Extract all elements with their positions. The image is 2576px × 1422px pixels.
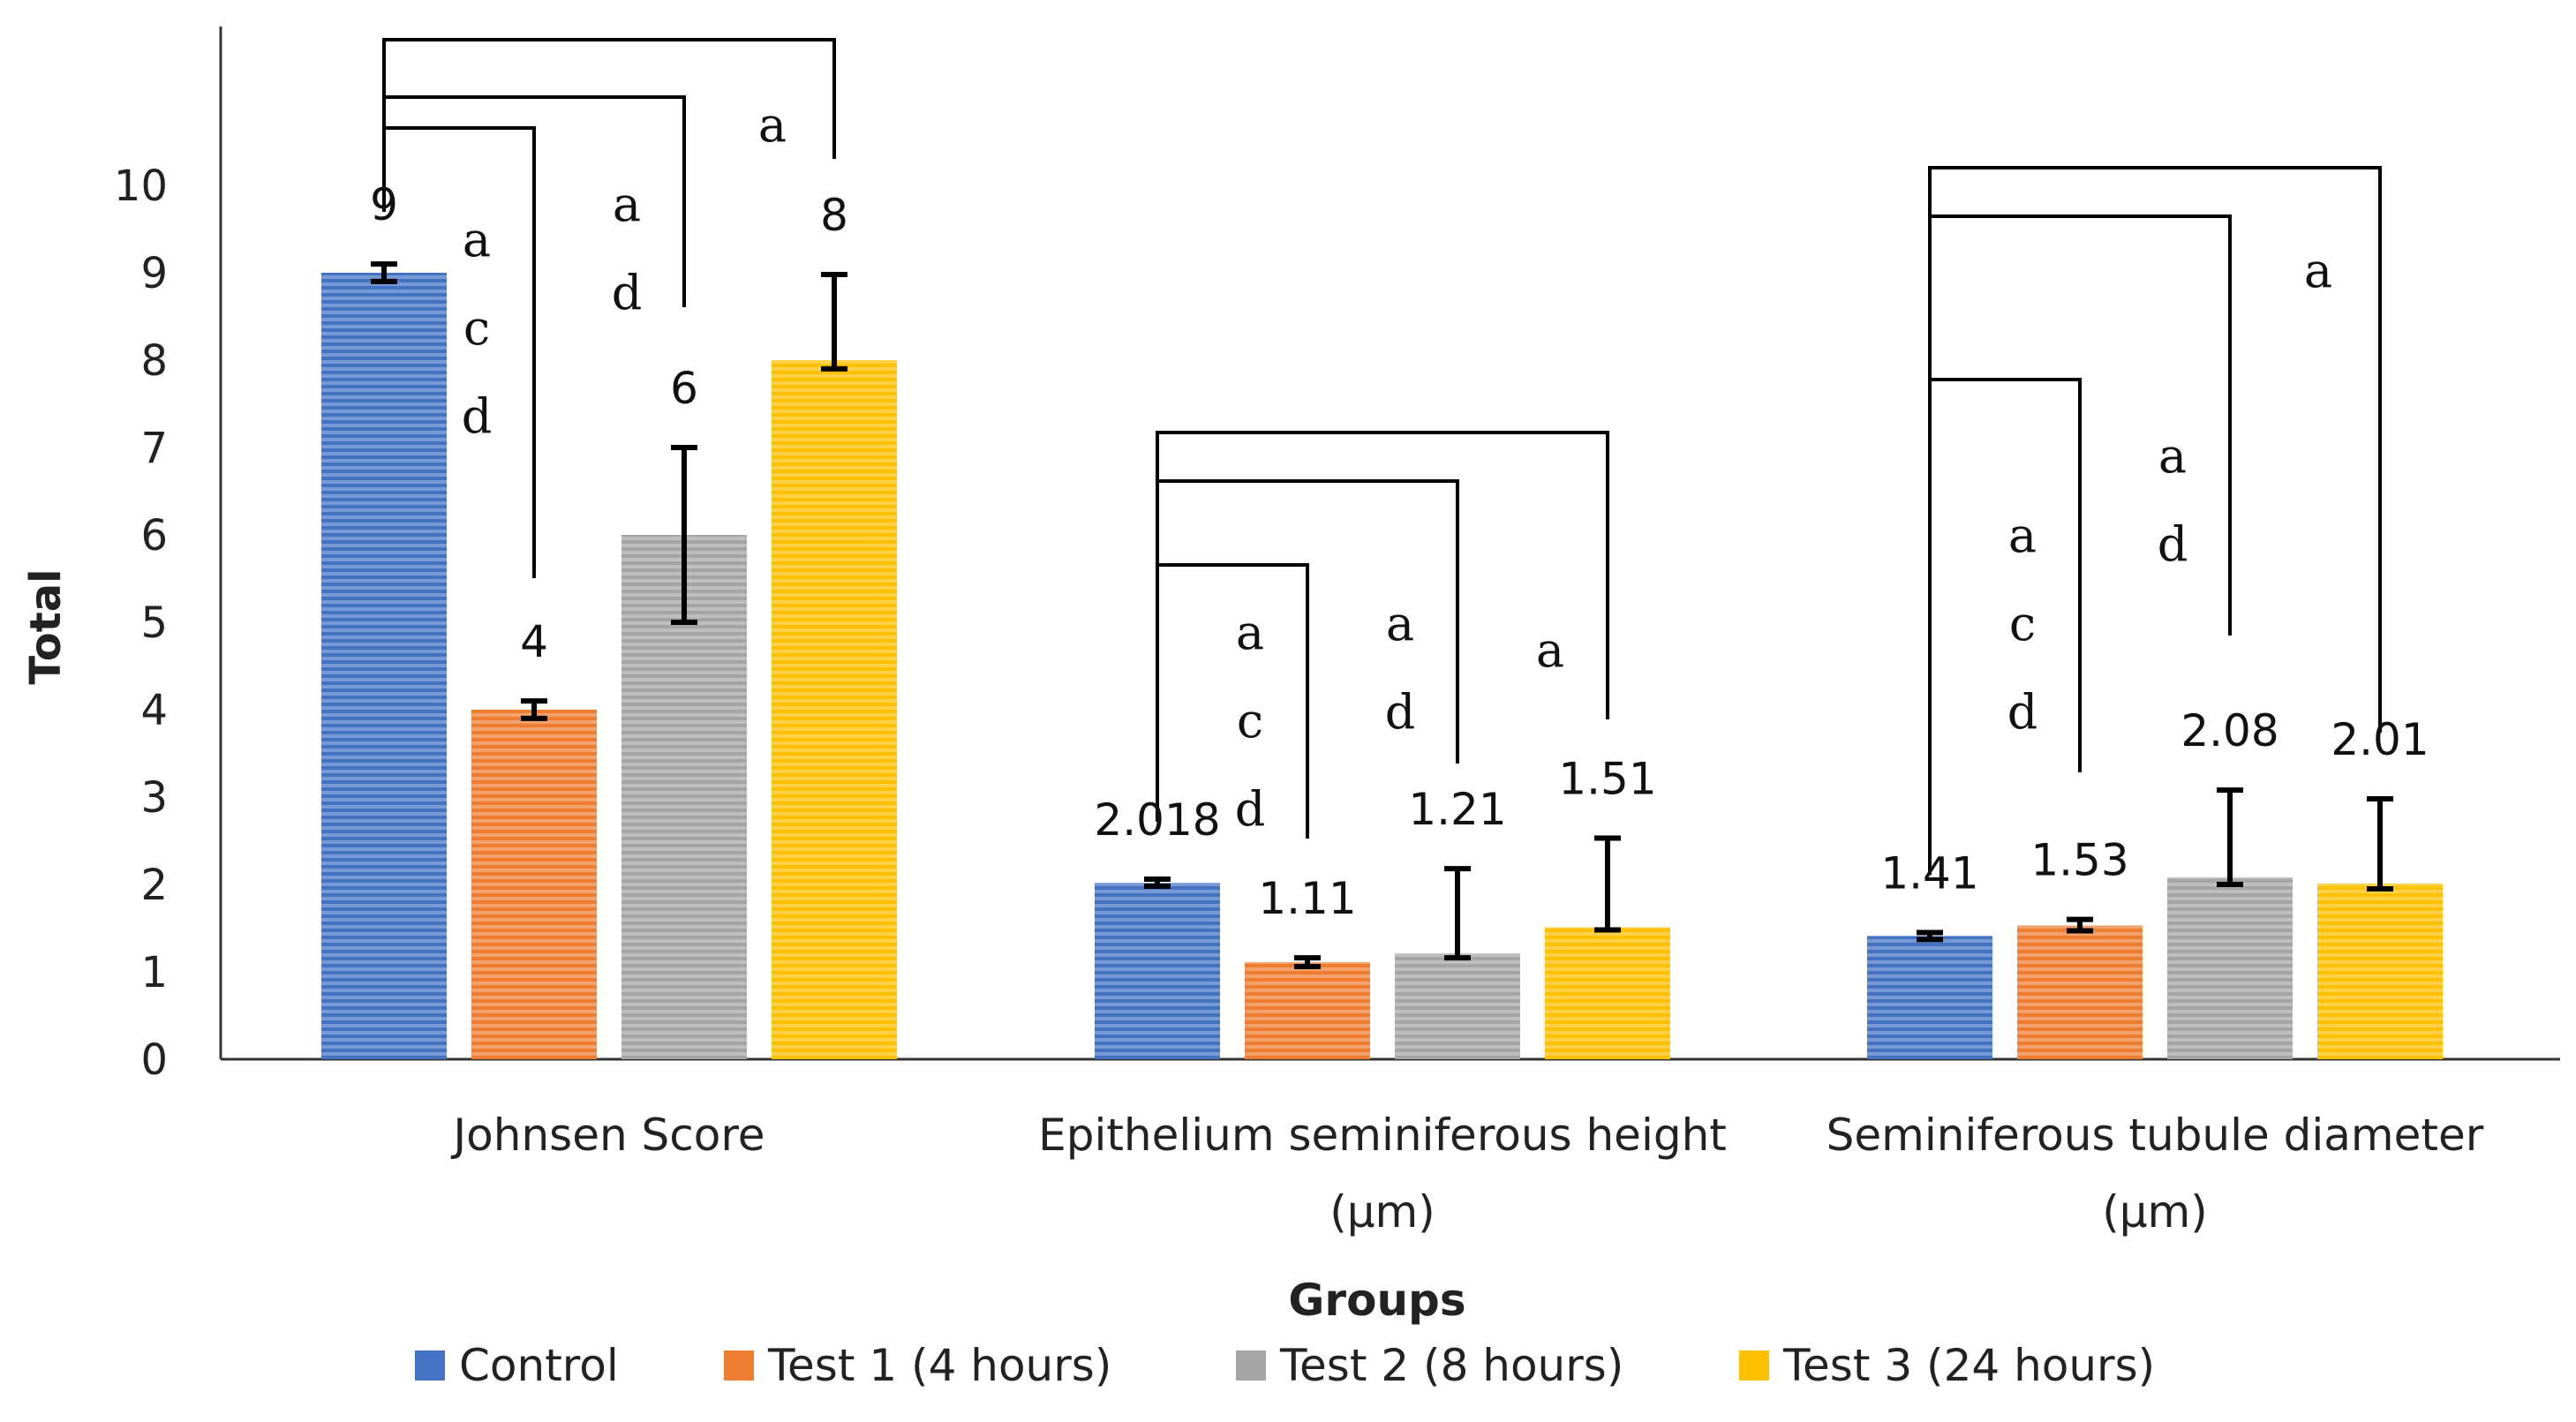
x-axis-title: Groups	[1288, 1275, 1465, 1326]
significance-bracket	[382, 38, 836, 212]
data-label: 1.21	[1408, 784, 1506, 835]
category-label: Epithelium seminiferous height	[1038, 1110, 1727, 1161]
legend-swatch	[415, 1351, 445, 1381]
significance-bracket	[1156, 431, 1609, 822]
error-bar	[821, 271, 847, 372]
y-tick-label: 5	[140, 598, 168, 648]
category-label: Seminiferous tubule diameter	[1827, 1110, 2484, 1161]
error-bar	[2367, 795, 2393, 892]
bar-hatching	[471, 710, 597, 1059]
bar-hatching	[772, 360, 897, 1059]
category-label-unit: (μm)	[1329, 1186, 1435, 1238]
data-label: 8	[820, 190, 848, 241]
error-bar	[671, 445, 697, 625]
data-label: 1.41	[1880, 847, 1978, 899]
significance-letter: d	[2158, 516, 2188, 572]
legend-label: Control	[459, 1340, 619, 1391]
bar-hatching	[1395, 953, 1520, 1059]
bar-hatching	[2167, 877, 2293, 1059]
legend-swatch	[1739, 1351, 1769, 1381]
data-label: 2.08	[2181, 705, 2278, 756]
y-tick-label: 0	[140, 1035, 168, 1085]
y-axis-title: Total	[21, 568, 71, 684]
category-label-unit: (μm)	[2102, 1186, 2208, 1238]
legend-swatch	[724, 1351, 754, 1381]
significance-letter: a	[613, 177, 641, 232]
bar-hatching	[1245, 962, 1370, 1059]
significance-letter: c	[1237, 693, 1263, 749]
significance-letter: c	[2009, 596, 2036, 651]
bar-hatching	[321, 273, 447, 1059]
data-label: 1.11	[1258, 873, 1356, 924]
error-bar	[521, 698, 547, 721]
significance-letter: a	[1386, 596, 1414, 651]
bar-hatching	[1867, 936, 1992, 1059]
bar-hatching	[1095, 883, 1220, 1059]
error-bar	[371, 261, 397, 284]
significance-letter: d	[1235, 781, 1266, 837]
significance-letter: a	[2304, 243, 2332, 298]
error-bar	[1144, 877, 1171, 889]
significance-letter: a	[463, 212, 491, 267]
error-bar	[1594, 835, 1621, 933]
data-label: 6	[670, 363, 698, 414]
error-bar	[1444, 866, 1471, 961]
significance-bracket	[1928, 166, 2382, 876]
data-label: 1.51	[1558, 754, 1656, 805]
bar-hatching	[2017, 925, 2143, 1059]
y-tick-label: 3	[140, 773, 168, 823]
legend: Control Test 1 (4 hours) Test 2 (8 hours) T…	[415, 1340, 2155, 1391]
y-tick-label: 7	[140, 424, 168, 473]
legend-item: Control	[415, 1340, 619, 1391]
significance-letter: d	[462, 388, 493, 444]
legend-item: Test 1 (4 hours)	[724, 1340, 1111, 1391]
legend-label: Test 3 (24 hours)	[1782, 1340, 2155, 1391]
bar-hatching	[2317, 884, 2443, 1059]
significance-letter: a	[1236, 605, 1264, 660]
significance-letter: a	[2158, 428, 2187, 484]
data-label: 1.53	[2030, 835, 2128, 886]
bar-hatching	[1545, 927, 1670, 1059]
significance-letter: c	[463, 300, 490, 356]
y-tick-label: 1	[140, 948, 168, 997]
significance-letter: d	[1385, 684, 1416, 740]
significance-bracket	[1928, 378, 2082, 876]
data-label: 9	[370, 179, 398, 230]
error-bar	[1294, 955, 1321, 970]
y-tick-label: 8	[140, 336, 168, 386]
y-tick-label: 4	[140, 686, 168, 735]
legend-item: Test 3 (24 hours)	[1739, 1340, 2155, 1391]
category-label: Johnsen Score	[450, 1110, 765, 1161]
significance-letter: a	[2008, 508, 2037, 563]
y-tick-label: 2	[140, 861, 168, 910]
error-bar	[2067, 916, 2093, 934]
y-tick-label: 6	[140, 511, 168, 561]
legend-label: Test 1 (4 hours)	[767, 1340, 1111, 1391]
significance-letter: a	[1536, 622, 1564, 678]
significance-letter: d	[612, 265, 643, 320]
data-label: 2.018	[1094, 794, 1220, 846]
significance-letter: a	[758, 97, 787, 153]
legend-swatch	[1236, 1351, 1266, 1381]
significance-letter: d	[2007, 684, 2038, 740]
error-bar	[1917, 929, 1943, 943]
y-tick-label: 10	[114, 162, 168, 211]
legend-item: Test 2 (8 hours)	[1236, 1340, 1623, 1391]
error-bar	[2217, 787, 2243, 887]
legend-label: Test 2 (8 hours)	[1279, 1340, 1623, 1391]
y-tick-label: 9	[140, 249, 168, 298]
data-label: 4	[520, 616, 548, 667]
data-label: 2.01	[2331, 714, 2429, 765]
